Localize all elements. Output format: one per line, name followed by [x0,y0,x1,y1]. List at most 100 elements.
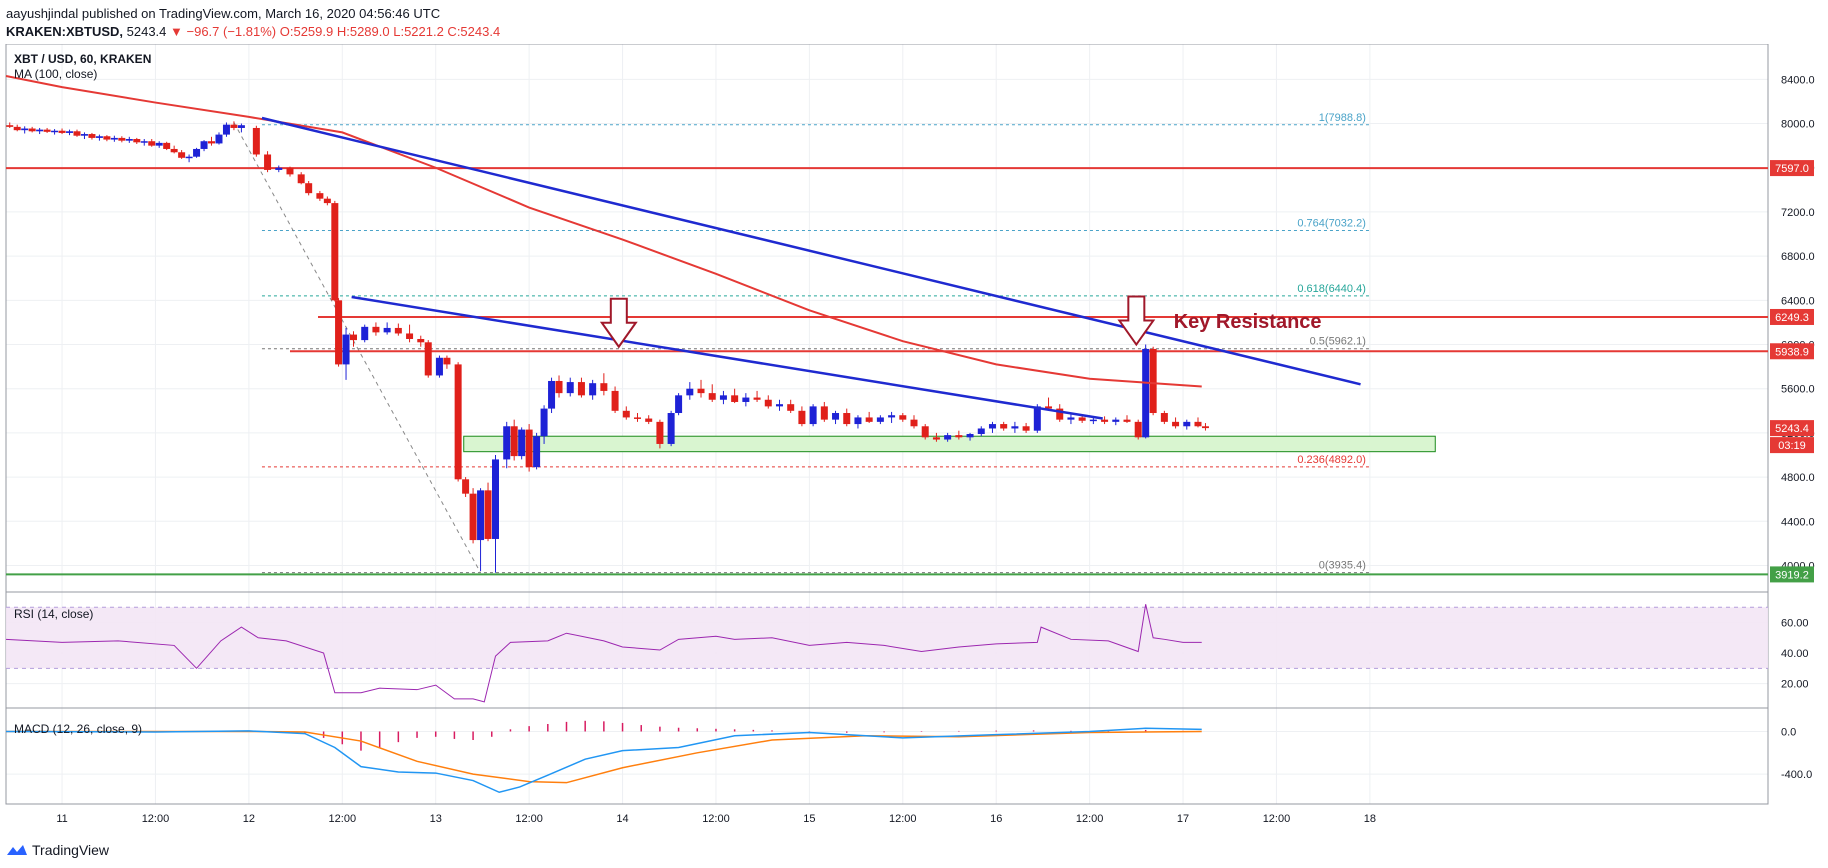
candle-body [932,437,940,440]
candle-body [406,333,414,339]
macd-label: MACD (12, 26, close, 9) [14,722,142,736]
candle-body [215,134,223,144]
candle-body [731,395,739,402]
candle-body [28,128,36,132]
chart-canvas[interactable]: 8400.08000.07600.07200.06800.06400.06000… [0,44,1828,838]
candle-body [305,183,313,194]
candle-body [843,413,851,425]
ma-label: MA (100, close) [14,67,97,81]
candle-body [865,417,873,422]
candle-body [667,413,675,444]
candle-body [350,334,358,341]
candle-body [577,382,585,396]
candle-body [566,382,574,394]
candle-body [297,174,305,184]
candle-body [921,426,929,438]
candle-body [193,148,201,157]
candle-body [252,127,260,155]
key-resistance-label: Key Resistance [1174,311,1322,333]
rsi-line [5,604,1202,703]
candle-body [555,380,563,394]
candle-body [13,126,21,131]
candle-body [1183,421,1191,427]
candle-body [331,203,339,301]
fib-level-label: 1(7988.8) [1319,112,1366,124]
chart-title: XBT / USD, 60, KRAKEN [14,52,151,66]
candle-body [525,429,533,468]
candle-body [854,417,862,425]
candle-body [1033,406,1041,431]
candle-body [443,357,451,365]
candle-body [1056,408,1064,420]
candle-body [435,357,443,376]
ma-line [5,75,1202,388]
candle-body [1112,419,1120,422]
candle-body [1000,424,1008,429]
candle-body [503,426,511,460]
candle-body [876,417,884,422]
candle-body [73,131,81,136]
candle-body [1089,419,1097,422]
candle-body [133,139,141,143]
x-tick-label: 12:00 [1263,813,1291,825]
last-price-label: 5243.4 [1775,423,1809,435]
x-tick-label: 11 [56,813,67,825]
candle-body [185,156,193,159]
candle-body [1134,421,1142,438]
fib-level-label: 0.5(5962.1) [1310,336,1366,348]
x-tick-label: 15 [803,813,815,825]
x-tick-label: 12:00 [1076,813,1104,825]
candle-body [110,137,118,140]
candle-body [237,125,245,128]
x-tick-label: 12:00 [515,813,543,825]
y-tick-label: 4800.0 [1781,472,1815,484]
level-price-tag [1770,160,1814,177]
fib-diagonal [233,122,481,573]
symbol-name[interactable]: KRAKEN:XBTUSD, [6,24,123,39]
candle-body [1022,426,1030,431]
rsi-tick-label: 40.00 [1781,648,1809,660]
candle-body [36,129,44,132]
candle-body [264,154,272,170]
y-tick-label: 8000.0 [1781,119,1815,131]
candle-body [1160,413,1168,422]
candle-body [492,459,500,539]
candle-body [66,131,74,133]
rsi-tick-label: 20.00 [1781,679,1809,691]
x-tick-label: 14 [616,813,628,825]
candle-body [645,418,653,422]
candle-body [1045,406,1053,409]
published-line: aayushjindal published on TradingView.co… [6,6,441,21]
candle-body [1123,419,1131,422]
macd-pane: 0.0 -400.0 [5,720,1812,794]
y-tick-label: 6800.0 [1781,251,1815,263]
rsi-band [6,607,1768,669]
countdown-tag [1770,437,1814,454]
candle-body [533,436,541,468]
brand-name[interactable]: TradingView [32,842,110,858]
candle-body [454,364,462,480]
candle-body [899,415,907,420]
candle-body [600,383,608,391]
candle-body [178,152,186,158]
price-pane: 8400.08000.07600.07200.06800.06400.06000… [5,74,1815,583]
candle-body [125,139,133,141]
candle-body [118,137,126,141]
y-tick-label: 8400.0 [1781,74,1815,86]
candle-body [955,435,963,438]
down-arrow-icon [599,297,638,349]
countdown-label: 03:19 [1778,440,1806,452]
x-tick-label: 12:00 [889,813,917,825]
candle-body [540,408,548,437]
last-price: 5243.4 [126,24,167,39]
candle-body [589,383,597,396]
x-tick-label: 12:00 [702,813,730,825]
candle-body [394,327,402,334]
macd-signal-line [6,730,1202,784]
candle-body [753,397,761,400]
candle-body [80,134,88,136]
candle-body [163,142,171,149]
candle-body [1142,348,1150,438]
candle-body [809,406,817,425]
candle-body [1149,348,1157,414]
